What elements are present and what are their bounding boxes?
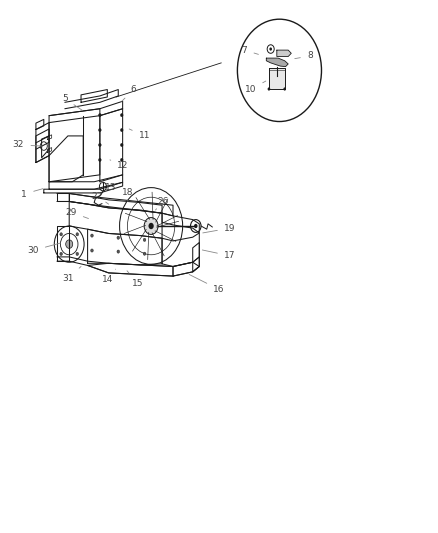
Circle shape	[194, 224, 198, 228]
Circle shape	[99, 143, 101, 147]
Text: 15: 15	[127, 271, 144, 288]
Circle shape	[99, 114, 101, 117]
Polygon shape	[269, 68, 285, 89]
Circle shape	[91, 234, 93, 237]
Text: 10: 10	[245, 81, 266, 94]
Text: 31: 31	[62, 266, 81, 282]
Circle shape	[120, 114, 123, 117]
Text: 6: 6	[122, 85, 137, 101]
Circle shape	[60, 233, 63, 236]
Circle shape	[99, 158, 101, 161]
Text: 17: 17	[202, 250, 236, 260]
Text: 26: 26	[155, 197, 169, 210]
Circle shape	[283, 87, 286, 91]
Text: 1: 1	[21, 189, 43, 198]
Circle shape	[120, 158, 123, 161]
Text: 18: 18	[122, 189, 134, 201]
Circle shape	[76, 233, 78, 236]
Circle shape	[120, 143, 123, 147]
Circle shape	[143, 238, 146, 241]
Circle shape	[60, 252, 63, 255]
Text: 19: 19	[203, 224, 236, 233]
Circle shape	[76, 252, 78, 255]
Circle shape	[117, 250, 120, 253]
Text: 30: 30	[27, 243, 60, 255]
Text: 5: 5	[62, 94, 82, 110]
Circle shape	[148, 223, 154, 229]
Text: 27: 27	[92, 192, 109, 204]
Circle shape	[66, 240, 73, 248]
Circle shape	[268, 87, 270, 91]
Text: 32: 32	[13, 141, 42, 149]
Polygon shape	[266, 58, 288, 67]
Circle shape	[144, 217, 158, 235]
Circle shape	[91, 249, 93, 252]
Text: 8: 8	[295, 52, 313, 60]
Text: 29: 29	[65, 208, 88, 219]
Text: 12: 12	[110, 160, 129, 169]
Circle shape	[143, 252, 146, 255]
Circle shape	[117, 236, 120, 239]
Circle shape	[120, 128, 123, 132]
Circle shape	[269, 47, 272, 51]
Text: 16: 16	[189, 274, 225, 294]
Polygon shape	[277, 50, 291, 56]
Circle shape	[99, 128, 101, 132]
Text: 7: 7	[241, 46, 258, 54]
Text: 14: 14	[102, 269, 116, 284]
Text: 13: 13	[100, 182, 117, 192]
Text: 11: 11	[129, 129, 150, 140]
